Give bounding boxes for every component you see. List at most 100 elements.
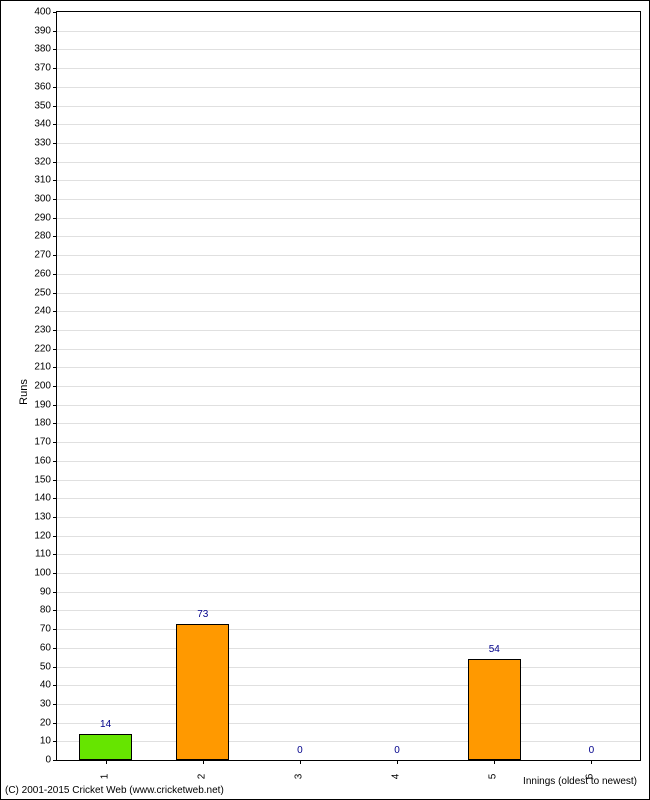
ytick-label: 310 <box>21 175 51 186</box>
gridline <box>57 180 640 181</box>
ytick-mark <box>53 498 57 499</box>
ytick-label: 100 <box>21 568 51 579</box>
ytick-label: 150 <box>21 474 51 485</box>
ytick-mark <box>53 741 57 742</box>
plot-area: 147300540 <box>56 11 641 761</box>
gridline <box>57 592 640 593</box>
ytick-mark <box>53 330 57 331</box>
copyright-text: (C) 2001-2015 Cricket Web (www.cricketwe… <box>5 785 224 796</box>
xtick-label: 3 <box>293 774 304 780</box>
gridline <box>57 536 640 537</box>
ytick-label: 260 <box>21 268 51 279</box>
ytick-label: 250 <box>21 287 51 298</box>
ytick-mark <box>53 442 57 443</box>
gridline <box>57 610 640 611</box>
ytick-mark <box>53 255 57 256</box>
ytick-label: 320 <box>21 156 51 167</box>
gridline <box>57 199 640 200</box>
ytick-label: 170 <box>21 437 51 448</box>
gridline <box>57 330 640 331</box>
ytick-label: 160 <box>21 455 51 466</box>
ytick-mark <box>53 311 57 312</box>
gridline <box>57 311 640 312</box>
gridline <box>57 498 640 499</box>
gridline <box>57 685 640 686</box>
xtick-label: 4 <box>391 774 402 780</box>
ytick-mark <box>53 648 57 649</box>
bar-value-label: 73 <box>197 609 208 620</box>
xtick-label: 6 <box>585 774 596 780</box>
ytick-mark <box>53 12 57 13</box>
ytick-mark <box>53 367 57 368</box>
gridline <box>57 704 640 705</box>
ytick-mark <box>53 423 57 424</box>
xtick-mark <box>300 760 301 764</box>
ytick-label: 280 <box>21 231 51 242</box>
ytick-mark <box>53 629 57 630</box>
ytick-mark <box>53 199 57 200</box>
bar <box>176 624 229 761</box>
ytick-mark <box>53 218 57 219</box>
ytick-mark <box>53 274 57 275</box>
ytick-label: 180 <box>21 418 51 429</box>
ytick-label: 30 <box>21 698 51 709</box>
ytick-label: 350 <box>21 100 51 111</box>
gridline <box>57 218 640 219</box>
ytick-mark <box>53 685 57 686</box>
gridline <box>57 554 640 555</box>
chart-container: Runs 147300540 Innings (oldest to newest… <box>0 0 650 800</box>
gridline <box>57 124 640 125</box>
ytick-label: 390 <box>21 25 51 36</box>
gridline <box>57 629 640 630</box>
xtick-mark <box>591 760 592 764</box>
gridline <box>57 573 640 574</box>
ytick-mark <box>53 760 57 761</box>
ytick-label: 90 <box>21 586 51 597</box>
gridline <box>57 293 640 294</box>
ytick-mark <box>53 49 57 50</box>
gridline <box>57 255 640 256</box>
gridline <box>57 423 640 424</box>
gridline <box>57 648 640 649</box>
gridline <box>57 49 640 50</box>
ytick-mark <box>53 349 57 350</box>
ytick-mark <box>53 554 57 555</box>
ytick-label: 110 <box>21 549 51 560</box>
ytick-mark <box>53 143 57 144</box>
ytick-mark <box>53 461 57 462</box>
ytick-mark <box>53 386 57 387</box>
ytick-label: 330 <box>21 137 51 148</box>
gridline <box>57 405 640 406</box>
ytick-label: 220 <box>21 343 51 354</box>
xtick-mark <box>106 760 107 764</box>
ytick-label: 370 <box>21 63 51 74</box>
ytick-label: 400 <box>21 7 51 18</box>
ytick-label: 140 <box>21 493 51 504</box>
gridline <box>57 162 640 163</box>
ytick-label: 40 <box>21 680 51 691</box>
gridline <box>57 349 640 350</box>
xtick-mark <box>494 760 495 764</box>
ytick-label: 80 <box>21 605 51 616</box>
gridline <box>57 68 640 69</box>
ytick-mark <box>53 592 57 593</box>
ytick-label: 200 <box>21 381 51 392</box>
x-axis-title: Innings (oldest to newest) <box>523 776 637 787</box>
ytick-mark <box>53 68 57 69</box>
ytick-mark <box>53 87 57 88</box>
ytick-label: 0 <box>21 755 51 766</box>
ytick-label: 50 <box>21 661 51 672</box>
ytick-mark <box>53 405 57 406</box>
ytick-mark <box>53 723 57 724</box>
gridline <box>57 31 640 32</box>
ytick-label: 340 <box>21 119 51 130</box>
gridline <box>57 274 640 275</box>
ytick-mark <box>53 610 57 611</box>
ytick-label: 380 <box>21 44 51 55</box>
gridline <box>57 461 640 462</box>
gridline <box>57 367 640 368</box>
ytick-mark <box>53 293 57 294</box>
gridline <box>57 236 640 237</box>
ytick-mark <box>53 106 57 107</box>
xtick-mark <box>203 760 204 764</box>
